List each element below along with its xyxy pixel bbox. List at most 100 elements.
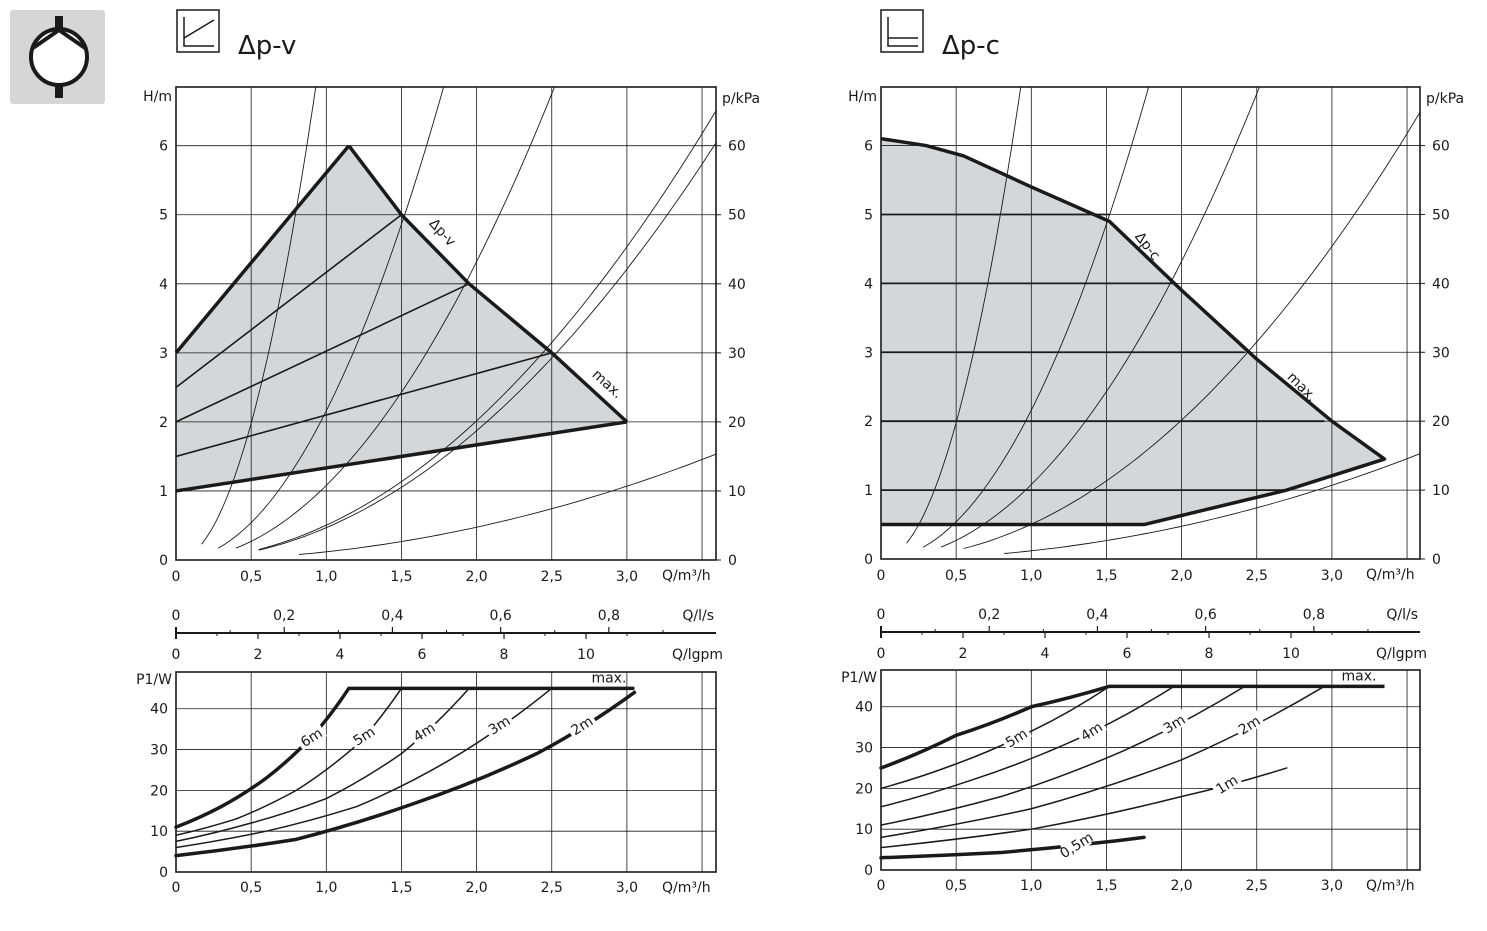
dpc-x-tick-label-4: 2,0 [1170, 568, 1192, 584]
dpc-lgpm-tick-label-3: 6 [1123, 646, 1132, 662]
dpv-y-tick-label-2: 2 [159, 415, 168, 431]
dpv-power-x-tick-label-4: 2,0 [465, 880, 487, 896]
dpc-lgpm-tick-label-1: 2 [959, 646, 968, 662]
dpv-x-tick-label-2: 1,0 [315, 569, 337, 585]
dpv-ls-tick-label-3: 0,6 [490, 608, 512, 624]
dpv-power-y-tick-label-3: 30 [150, 743, 168, 759]
dpc-power-label-bg-4m [1074, 716, 1108, 745]
dpc-power-label-bg-3m [1157, 708, 1190, 738]
dpc-power-y-tick-label-4: 40 [855, 700, 873, 716]
dpv-ls-tick-label-4: 0,8 [598, 608, 620, 624]
dpc-power-x-axis-label: Q/m³/h [1366, 878, 1415, 894]
dpc-y2-tick-label-0: 0 [1432, 552, 1441, 568]
dpv-power-label-bg-3m [482, 710, 515, 739]
dpv-power-y-tick-label-4: 40 [150, 702, 168, 718]
dpv-power-x-axis-label: Q/m³/h [662, 880, 711, 896]
dpc-y2-tick-label-1: 10 [1432, 483, 1450, 499]
dpc-lgpm-tick-label-4: 8 [1205, 646, 1214, 662]
dpv-lgpm-tick-label-4: 8 [500, 647, 509, 663]
dpv-x-tick-label-0: 0 [172, 569, 181, 585]
dpv-lgpm-tick-label-5: 10 [577, 647, 595, 663]
dpv-system-curve-4 [299, 453, 716, 555]
dpv-system-curve-5 [258, 142, 716, 551]
dpv-power-x-tick-label-6: 3,0 [616, 880, 638, 896]
dpv-control-line-4m [175, 283, 470, 423]
dpv-x-tick-label-5: 2,5 [541, 569, 563, 585]
dpc-y-tick-label-4: 4 [864, 276, 873, 292]
dpv-x-axis-label: Q/m³/h [662, 568, 711, 584]
dpc-power-label-bg-2m [1232, 709, 1265, 739]
dpc-system-curve-0 [906, 87, 1022, 544]
dpc-power-curve-0,5m [879, 835, 1146, 860]
dpv-y-tick-label-4: 4 [159, 277, 168, 293]
dpv-head-frame [175, 86, 717, 561]
dpv-flow-scales: 0 0,2 0,4 0,6 0,8 Q/l/s 0 2 4 6 8 10 Q/lgpm [172, 608, 723, 663]
dpv-ls-tick-label-1: 0,2 [273, 608, 295, 624]
dpv-power-y-tick-label-2: 20 [150, 783, 168, 799]
dpc-x-tick-label-5: 2,5 [1246, 568, 1268, 584]
dpv-y2-tick-label-0: 0 [728, 553, 737, 569]
dpv-power-x-tick-label-0: 0 [172, 880, 181, 896]
dpc-power-y-axis-label: P1/W [841, 670, 877, 686]
dpc-power-x-tick-label-0: 0 [877, 878, 886, 894]
dpv-lgpm-tick-label-3: 6 [418, 647, 427, 663]
dpc-x-tick-label-3: 1,5 [1095, 568, 1117, 584]
dpv-lgpm-label: Q/lgpm [672, 647, 723, 663]
dpv-y-axis-label: H/m [143, 89, 172, 105]
dpv-x-tick-label-1: 0,5 [240, 569, 262, 585]
dpc-power-curve-max. [879, 684, 1112, 770]
dpc-x-axis-label: Q/m³/h [1366, 567, 1415, 583]
dpv-lgpm-tick-label-2: 4 [336, 647, 345, 663]
dpv-system-curve-1 [217, 87, 445, 549]
dpv-system-curve-0 [201, 87, 317, 545]
dpv-ls-tick-label-0: 0 [172, 608, 181, 624]
dpc-system-curve-2 [940, 87, 1261, 548]
pump-symbol [10, 10, 105, 104]
dpc-power-x-tick-label-1: 0,5 [945, 878, 967, 894]
dpv-y-tick-label-0: 0 [159, 553, 168, 569]
dpc-header: Δp-c [880, 9, 1000, 61]
dpc-y-tick-label-0: 0 [864, 552, 873, 568]
dpv-ls-tick-label-2: 0,4 [381, 608, 403, 624]
dpv-y2-tick-label-6: 60 [728, 139, 746, 155]
dpv-power-x-tick-label-5: 2,5 [541, 880, 563, 896]
dpc-power-x-tick-label-2: 1,0 [1020, 878, 1042, 894]
dpc-flow-scales: 0 0,2 0,4 0,6 0,8 Q/l/s 0 2 4 6 8 10 Q/lgpm [877, 607, 1427, 662]
dpv-y2-tick-label-2: 20 [728, 415, 746, 431]
dpv-power-y-tick-label-1: 10 [150, 824, 168, 840]
dpc-system-curve-3 [963, 111, 1420, 549]
dpc-power-y-tick-label-3: 30 [855, 741, 873, 757]
dpv-power-x-tick-label-2: 1,0 [315, 880, 337, 896]
dpc-lgpm-tick-label-0: 0 [877, 646, 886, 662]
dpv-power-max-label: max. [591, 670, 626, 686]
dpc-y-tick-label-1: 1 [864, 483, 873, 499]
dpc-power-y-tick-label-1: 10 [855, 822, 873, 838]
dpv-power-curve-3m [175, 687, 553, 849]
dpv-power-curve-2m [174, 690, 637, 858]
dpc-power-curve-5m [880, 685, 1111, 790]
dpc-ls-tick-label-2: 0,4 [1086, 607, 1108, 623]
dpc-ls-tick-label-3: 0,6 [1195, 607, 1217, 623]
dpc-head-chart: 0 0,5 1,0 1,5 2,0 2,5 3,001234560102030405060H… [848, 86, 1464, 584]
dpc-y-axis-label: H/m [848, 89, 877, 105]
dpc-power-y-tick-label-2: 20 [855, 781, 873, 797]
dpv-power-x-tick-label-3: 1,5 [390, 880, 412, 896]
dpc-lgpm-label: Q/lgpm [1376, 646, 1427, 662]
dpv-system-curves [201, 87, 716, 555]
dpc-power-x-tick-label-3: 1,5 [1095, 878, 1117, 894]
dpv-y2-tick-label-4: 40 [728, 277, 746, 293]
dpc-max-curve [880, 136, 1387, 527]
dpc-power-x-tick-label-6: 3,0 [1321, 878, 1343, 894]
dpv-power-x-tick-label-1: 0,5 [240, 880, 262, 896]
dpc-title: Δp-c [942, 31, 1000, 61]
dpv-power-curve-6m [174, 686, 351, 829]
dpc-y-tick-label-5: 5 [864, 207, 873, 223]
dpv-y2-tick-label-3: 30 [728, 346, 746, 362]
dpc-lgpm-tick-label-5: 10 [1282, 646, 1300, 662]
dpc-power-x-tick-label-5: 2,5 [1246, 878, 1268, 894]
dpc-power-frame [880, 669, 1421, 871]
circulation-pump-icon [29, 16, 89, 98]
